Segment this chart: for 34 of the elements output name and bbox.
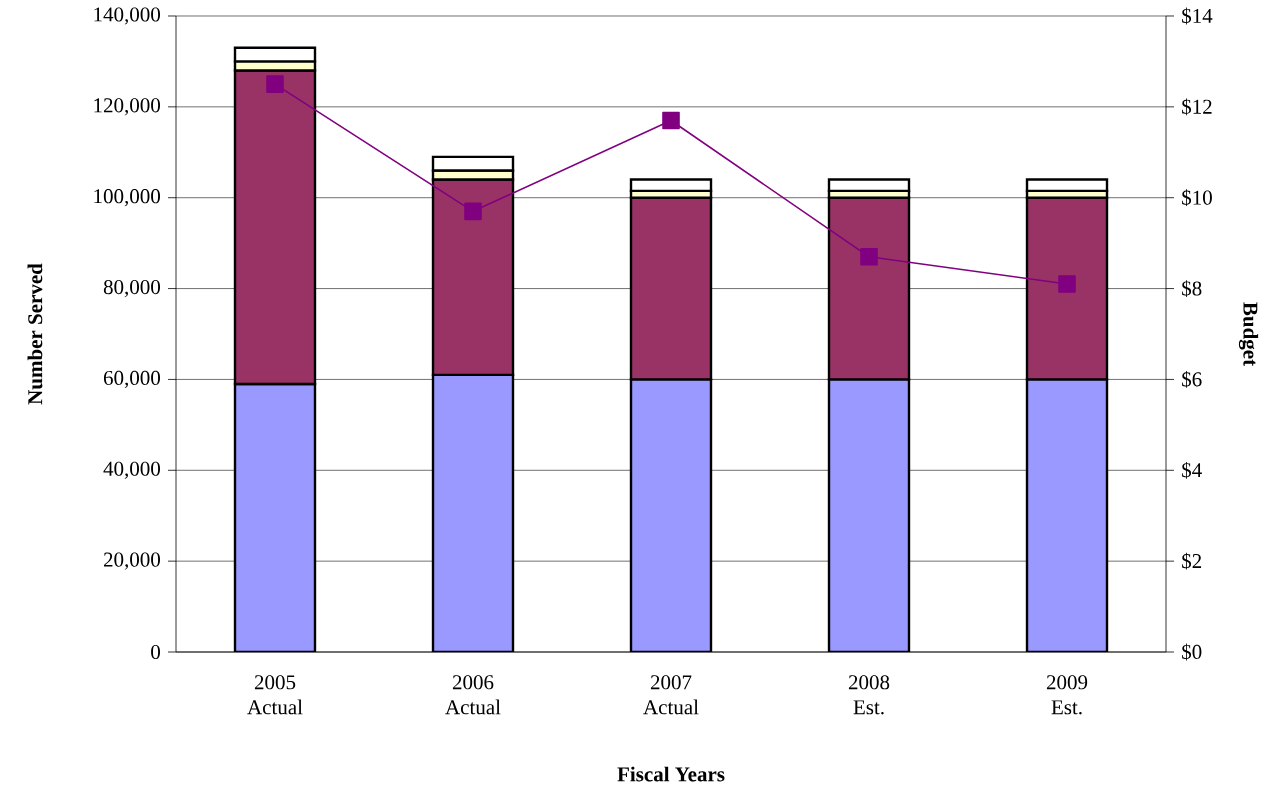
y-tick-label: 20,000 [103, 552, 160, 570]
bar [233, 382, 317, 652]
y2-axis-title: Budget [1238, 302, 1259, 366]
y-tick-label: 60,000 [103, 370, 160, 389]
point [266, 75, 284, 93]
x-axis-title: Fiscal Years [617, 766, 725, 782]
bar [827, 378, 911, 652]
bar [629, 378, 713, 652]
y2-tick-label: $12 [1182, 98, 1212, 116]
y-tick-label: 40,000 [103, 461, 160, 479]
y-tick-label: 100,000 [94, 189, 160, 207]
y-tick-label: 0 [151, 644, 160, 660]
y2-tick-label: $4 [1182, 461, 1202, 479]
x-tick-label: 2009 Est. [1046, 675, 1088, 715]
y2-tick-label: $2 [1182, 552, 1202, 570]
y-tick-label: 80,000 [103, 279, 160, 298]
x-tick-label: 2007 Actual [643, 675, 699, 715]
point [1058, 275, 1076, 293]
y2-tick-label: $8 [1182, 280, 1202, 297]
y2-tick-label: $6 [1182, 371, 1202, 388]
y-tick-label: 120,000 [94, 98, 160, 116]
bar [1025, 378, 1109, 652]
point [860, 247, 878, 266]
y2-tick-label: $14 [1182, 7, 1213, 25]
x-tick-label: 2005 Actual [247, 675, 303, 715]
y-axis-title: Number Served [27, 263, 43, 405]
y-tick-label: 140,000 [94, 7, 160, 25]
bar [431, 373, 515, 652]
x-tick-label: 2008 Est. [848, 675, 890, 715]
x-tick-label: 2006 Actual [445, 675, 501, 715]
point [662, 111, 680, 130]
y2-tick-label: $10 [1182, 189, 1212, 207]
point [464, 202, 482, 221]
y2-tick-label: $0 [1182, 643, 1202, 661]
